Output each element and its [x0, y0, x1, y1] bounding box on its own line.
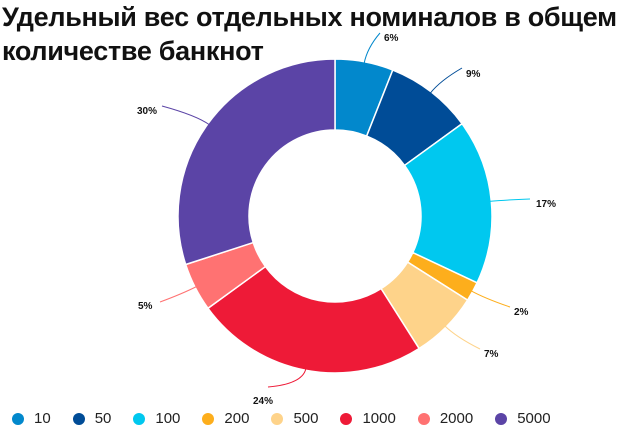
- legend-label: 2000: [439, 410, 474, 427]
- slice-labels: 6% 9% 17% 2% 7% 24% 5% 30%: [137, 33, 556, 407]
- leader-line: [267, 368, 307, 388]
- legend-label: 50: [94, 410, 112, 427]
- donut-slices: [177, 58, 493, 374]
- legend-dot-icon: [340, 412, 353, 425]
- leader-line: [470, 290, 511, 308]
- chart-legend: 10 50 100 200 500 1000 2000 5000: [12, 410, 573, 427]
- legend-item-200[interactable]: 200: [202, 410, 249, 427]
- legend-label: 1000: [362, 410, 396, 427]
- slice-label-200: 2%: [514, 307, 529, 318]
- donut-slice-100[interactable]: [403, 122, 493, 284]
- legend-label: 10: [34, 410, 51, 427]
- legend-label: 100: [155, 410, 181, 427]
- leader-lines: [159, 32, 531, 388]
- legend-item-5000[interactable]: 5000: [495, 410, 551, 427]
- slice-label-10: 6%: [384, 33, 399, 44]
- legend-label: 500: [293, 410, 319, 427]
- legend-item-10[interactable]: 10: [12, 410, 51, 427]
- legend-item-100[interactable]: 100: [133, 410, 180, 427]
- leader-line: [161, 105, 210, 126]
- legend-label: 5000: [517, 410, 551, 427]
- leader-line: [444, 325, 481, 350]
- slice-label-1000: 24%: [253, 396, 273, 407]
- slice-label-5000: 30%: [137, 106, 157, 117]
- donut-slice-1000[interactable]: [206, 265, 421, 374]
- legend-dot-icon: [271, 412, 284, 425]
- slice-label-2000: 5%: [138, 301, 153, 312]
- legend-dot-icon: [202, 412, 215, 425]
- legend-dot-icon: [417, 412, 430, 425]
- slice-label-100: 17%: [536, 199, 556, 210]
- chart-title: Удельный вес отдельных номиналов в общем…: [2, 2, 617, 66]
- leader-line: [489, 198, 531, 202]
- legend-dot-icon: [72, 412, 85, 425]
- legend-dot-icon: [12, 412, 24, 425]
- legend-item-1000[interactable]: 1000: [340, 410, 396, 427]
- leader-line: [159, 285, 198, 303]
- leader-line: [429, 67, 463, 94]
- slice-label-500: 7%: [484, 349, 499, 360]
- donut-slice-5000[interactable]: [177, 58, 336, 266]
- legend-item-50[interactable]: 50: [72, 410, 112, 427]
- legend-dot-icon: [133, 412, 146, 425]
- leader-line: [363, 32, 381, 64]
- legend-item-2000[interactable]: 2000: [417, 410, 474, 427]
- legend-dot-icon: [495, 412, 508, 425]
- legend-label: 200: [224, 410, 250, 427]
- slice-label-50: 9%: [466, 69, 481, 80]
- legend-item-500[interactable]: 500: [271, 410, 318, 427]
